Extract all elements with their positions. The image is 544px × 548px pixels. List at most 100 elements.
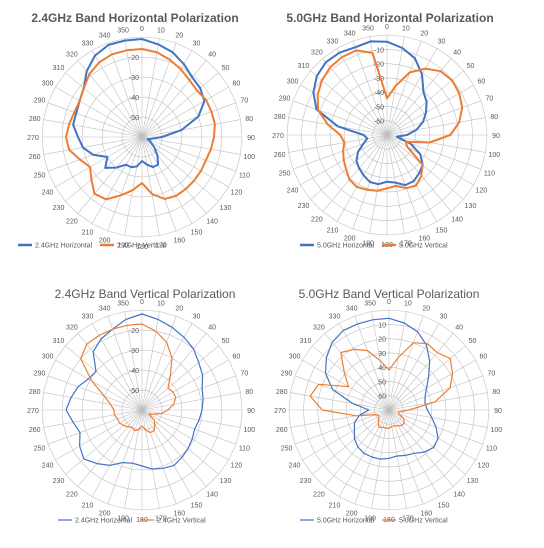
grid-spoke [322, 58, 388, 136]
angle-tick-label: 50 [222, 65, 230, 72]
grid-spoke [141, 345, 219, 411]
grid-spoke [141, 392, 241, 411]
angle-tick-label: 60 [233, 354, 241, 361]
angle-tick-label: 80 [245, 389, 253, 396]
angle-tick-label: 10 [402, 26, 410, 33]
grid-spoke [338, 323, 390, 411]
grid-spoke [294, 409, 390, 445]
grid-spoke [292, 100, 388, 136]
grid-spoke [107, 136, 143, 232]
radial-tick-label: -50 [129, 388, 139, 395]
angle-tick-label: 200 [99, 237, 111, 244]
radial-tick-label: 60 [378, 394, 386, 401]
grid-spoke [55, 86, 143, 138]
grid-spoke [124, 136, 143, 236]
chart-title: 5.0GHz Band Horizontal Polarization [286, 11, 493, 25]
angle-tick-label: 160 [418, 235, 430, 242]
series-line-vertical [316, 49, 464, 192]
angle-tick-label: 230 [53, 205, 65, 212]
angle-tick-label: 320 [313, 325, 325, 332]
angle-tick-label: 50 [467, 63, 475, 70]
angle-tick-label: 200 [346, 510, 358, 517]
angle-tick-label: 280 [29, 389, 41, 396]
grid-spoke [354, 315, 390, 411]
angle-tick-label: 20 [420, 31, 428, 38]
grid-spoke [141, 409, 229, 461]
angle-tick-label: 270 [272, 133, 284, 140]
grid-spoke [388, 323, 440, 411]
angle-tick-label: 160 [420, 510, 432, 517]
legend-label-horizontal: 5.0GHz Horizontal [317, 243, 375, 250]
grid-spoke [388, 375, 484, 411]
angle-tick-label: 320 [66, 52, 78, 59]
angle-tick-label: 130 [467, 478, 479, 485]
angle-tick-label: 300 [287, 79, 299, 86]
angle-tick-label: 250 [34, 172, 46, 179]
grid-spoke [43, 119, 143, 138]
legend-label-horizontal: 5.0GHz Horizontal [317, 518, 375, 525]
grid-spoke [324, 333, 390, 411]
angle-tick-label: 310 [53, 338, 65, 345]
grid-spoke [141, 409, 177, 505]
angle-tick-label: 280 [29, 116, 41, 123]
grid-spoke [141, 72, 219, 138]
grid-spoke [388, 392, 488, 411]
grid-spoke [124, 38, 143, 138]
grid-spoke [388, 333, 454, 411]
angle-tick-label: 140 [206, 219, 218, 226]
grid-spoke [388, 311, 407, 411]
grid-spoke [290, 409, 390, 428]
grid-spoke [141, 102, 237, 138]
grid-spoke [310, 70, 388, 136]
angle-tick-label: 150 [191, 229, 203, 236]
angle-tick-label: 330 [82, 314, 94, 321]
grid-spoke [312, 409, 390, 475]
grid-spoke [141, 359, 229, 411]
grid-spoke [65, 136, 143, 202]
angle-tick-label: 60 [480, 354, 488, 361]
angle-tick-label: 210 [82, 502, 94, 509]
grid-spoke [43, 136, 143, 155]
grid-spoke [386, 117, 486, 136]
grid-spoke [141, 409, 237, 445]
angle-tick-label: 120 [478, 463, 490, 470]
angle-tick-label: 200 [344, 235, 356, 242]
radial-tick-label: -20 [374, 62, 384, 69]
angle-tick-label: 220 [311, 217, 323, 224]
angle-tick-label: 30 [193, 41, 201, 48]
angle-tick-label: 110 [239, 445, 250, 452]
angle-tick-label: 120 [476, 188, 488, 195]
angle-tick-label: 170 [400, 240, 412, 247]
angle-tick-label: 350 [364, 301, 376, 308]
grid-spoke [141, 409, 160, 509]
angle-tick-label: 0 [140, 26, 144, 33]
angle-tick-label: 20 [175, 306, 183, 313]
radial-tick-label: -10 [374, 47, 384, 54]
grid-spoke [47, 375, 143, 411]
angle-tick-label: 190 [117, 515, 129, 522]
angle-tick-label: 140 [453, 492, 465, 499]
grid-spoke [107, 42, 143, 138]
angle-tick-label: 300 [42, 354, 54, 361]
series-line-vertical [309, 342, 454, 429]
grid-spoke [386, 70, 464, 136]
angle-tick-label: 30 [438, 39, 446, 46]
radial-tick-label: -60 [374, 119, 384, 126]
angle-tick-label: 80 [490, 114, 498, 121]
grid-spoke [65, 409, 143, 475]
angle-tick-label: 220 [66, 219, 78, 226]
angle-tick-label: 10 [157, 301, 165, 308]
grid-spoke [141, 136, 207, 214]
angle-tick-label: 190 [117, 242, 129, 249]
angle-tick-label: 120 [231, 190, 243, 197]
angle-tick-label: 250 [281, 445, 293, 452]
radial-tick-label: 10 [378, 322, 386, 329]
radial-tick-label: -30 [129, 75, 139, 82]
grid-spoke [77, 409, 143, 487]
grid-spoke [141, 119, 241, 138]
grid-spoke [65, 72, 143, 138]
series-line-horizontal [324, 317, 439, 460]
grid-spoke [55, 359, 143, 411]
